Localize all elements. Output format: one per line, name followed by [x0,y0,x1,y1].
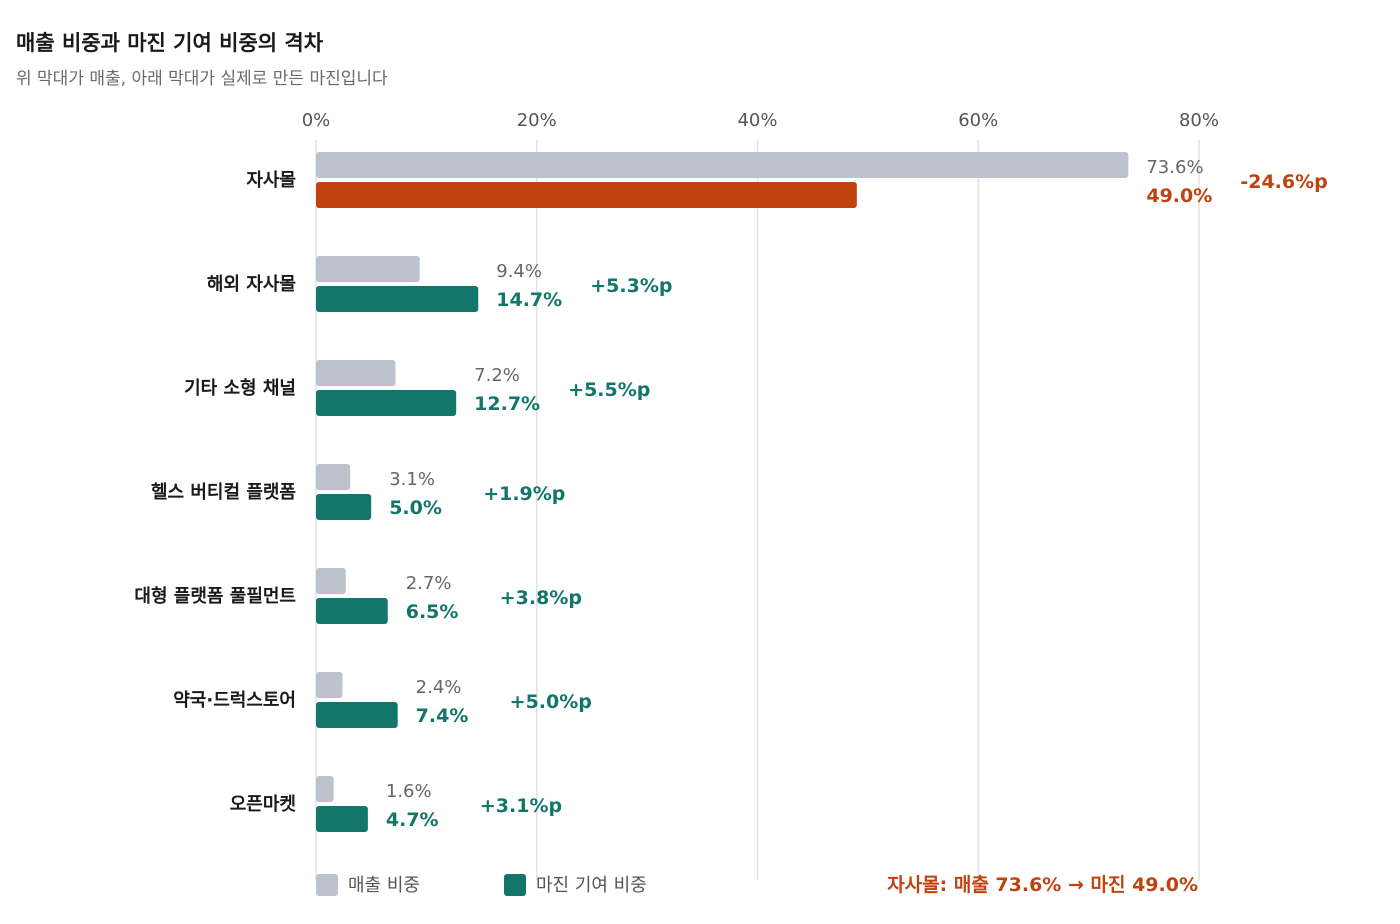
category-label: 오픈마켓 [230,794,297,815]
category-label: 기타 소형 채널 [184,378,296,399]
highlight-annotation: 자사몰: 매출 73.6% → 마진 49.0% [887,874,1198,896]
labels: 자사몰 73.6% 49.0% -24.6%p 해외 자사몰 9.4% 14.7% +5.3%… [134,157,1327,831]
margin-value-label: 6.5% [406,601,459,623]
x-tick-label: 0% [302,110,331,131]
bar-margin [316,702,398,728]
sales-value-label: 7.2% [474,365,520,386]
legend: 매출 비중 마진 기여 비중 [316,874,647,896]
legend-swatch-sales [316,874,338,896]
bar-sales [316,672,343,698]
legend-label-margin: 마진 기여 비중 [536,875,647,896]
x-tick-label: 60% [958,110,998,131]
bar-sales [316,776,334,802]
sales-value-label: 73.6% [1146,157,1203,178]
gridlines [315,140,1200,880]
diff-label: +3.8%p [500,587,582,609]
margin-value-label: 5.0% [389,497,442,519]
diff-label: +3.1%p [480,795,562,817]
legend-swatch-margin [504,874,526,896]
x-axis-ticks: 0% 20% 40% 60% 80% [302,110,1219,131]
chart-title: 매출 비중과 마진 기여 비중의 격차 [16,31,324,55]
diff-label: +5.5%p [568,379,650,401]
margin-value-label: 14.7% [496,289,562,311]
bars [316,152,1129,832]
chart-subtitle: 위 막대가 매출, 아래 막대가 실제로 만든 마진입니다 [16,69,388,89]
sales-value-label: 2.4% [416,677,462,698]
bar-margin [316,494,372,520]
bar-sales [316,464,351,490]
x-tick-label: 40% [737,110,777,131]
category-label: 자사몰 [246,170,296,191]
bar-margin [316,598,388,624]
diff-label: +1.9%p [483,483,565,505]
bar-sales [316,568,346,594]
category-label: 대형 플랫폼 풀필먼트 [134,586,296,607]
sales-value-label: 9.4% [496,261,542,282]
diff-label: +5.3%p [590,275,672,297]
margin-value-label: 4.7% [386,809,439,831]
category-label: 해외 자사몰 [207,274,296,295]
margin-value-label: 7.4% [416,705,469,727]
bar-margin [316,286,479,312]
category-label: 헬스 버티컬 플랫폼 [151,481,296,503]
sales-value-label: 1.6% [386,781,432,802]
bar-sales [316,152,1129,178]
bar-margin [316,390,457,416]
category-label: 약국·드럭스토어 [173,689,296,711]
bar-sales [316,360,396,386]
diff-label: +5.0%p [510,691,592,713]
diff-label: -24.6%p [1240,171,1327,193]
bar-margin [316,806,368,832]
margin-value-label: 12.7% [474,393,540,415]
margin-value-label: 49.0% [1146,185,1212,207]
sales-value-label: 3.1% [389,469,435,490]
legend-label-sales: 매출 비중 [348,875,420,896]
sales-value-label: 2.7% [406,573,452,594]
x-tick-label: 20% [517,110,557,131]
bar-margin [316,182,857,208]
bar-sales [316,256,420,282]
x-tick-label: 80% [1179,110,1219,131]
